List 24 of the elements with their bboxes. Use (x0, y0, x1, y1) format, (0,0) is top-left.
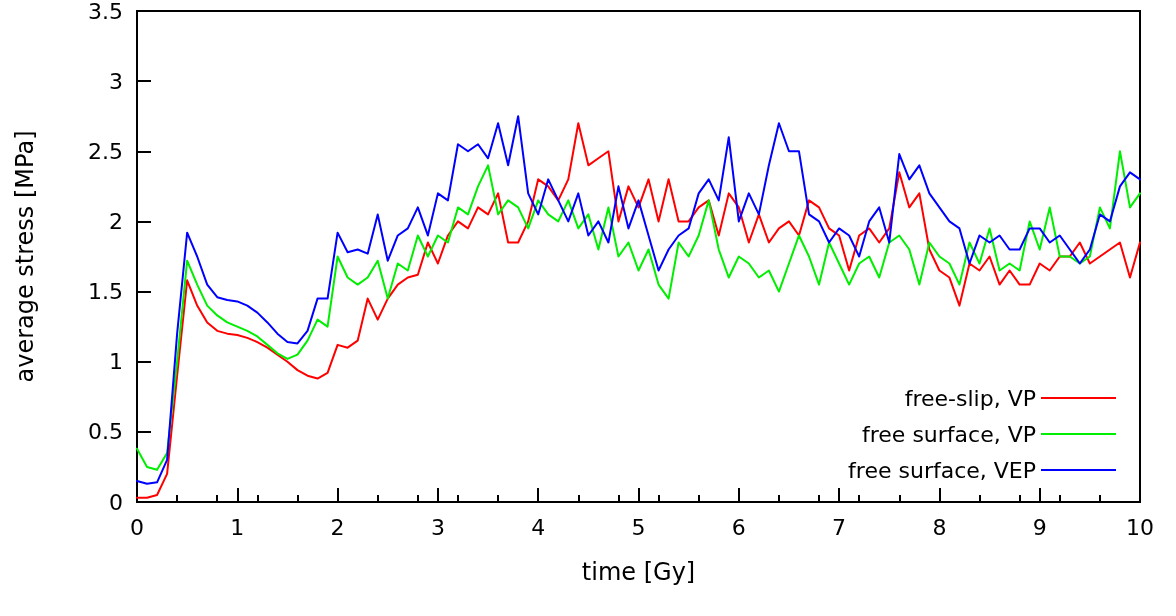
x-tick-label: 8 (932, 514, 947, 540)
x-tick-label: 7 (832, 514, 847, 540)
y-tick-label: 3 (109, 68, 123, 94)
x-tick-label: 10 (1126, 514, 1154, 540)
x-axis-title: time [Gy] (581, 558, 696, 586)
y-tick-label: 3.5 (88, 0, 123, 24)
x-tick-label: 9 (1032, 514, 1047, 540)
legend-label: free surface, VEP (848, 457, 1036, 483)
x-tick-label: 0 (130, 514, 144, 540)
legend-label: free surface, VP (862, 421, 1036, 447)
y-tick-label: 1.5 (88, 279, 123, 305)
y-axis-title: average stress [MPa] (11, 130, 39, 383)
x-tick-label: 1 (230, 514, 245, 540)
legend-label: free-slip, VP (904, 385, 1036, 411)
y-tick-label: 2.5 (88, 138, 123, 164)
x-tick-label: 2 (330, 514, 345, 540)
y-tick-label: 0 (109, 489, 123, 515)
y-tick-label: 2 (109, 208, 123, 234)
x-tick-label: 3 (430, 514, 445, 540)
x-tick-label: 4 (531, 514, 546, 540)
x-tick-label: 5 (631, 514, 646, 540)
x-tick-label: 6 (731, 514, 746, 540)
y-tick-label: 0.5 (88, 419, 123, 445)
y-tick-label: 1 (109, 349, 123, 375)
